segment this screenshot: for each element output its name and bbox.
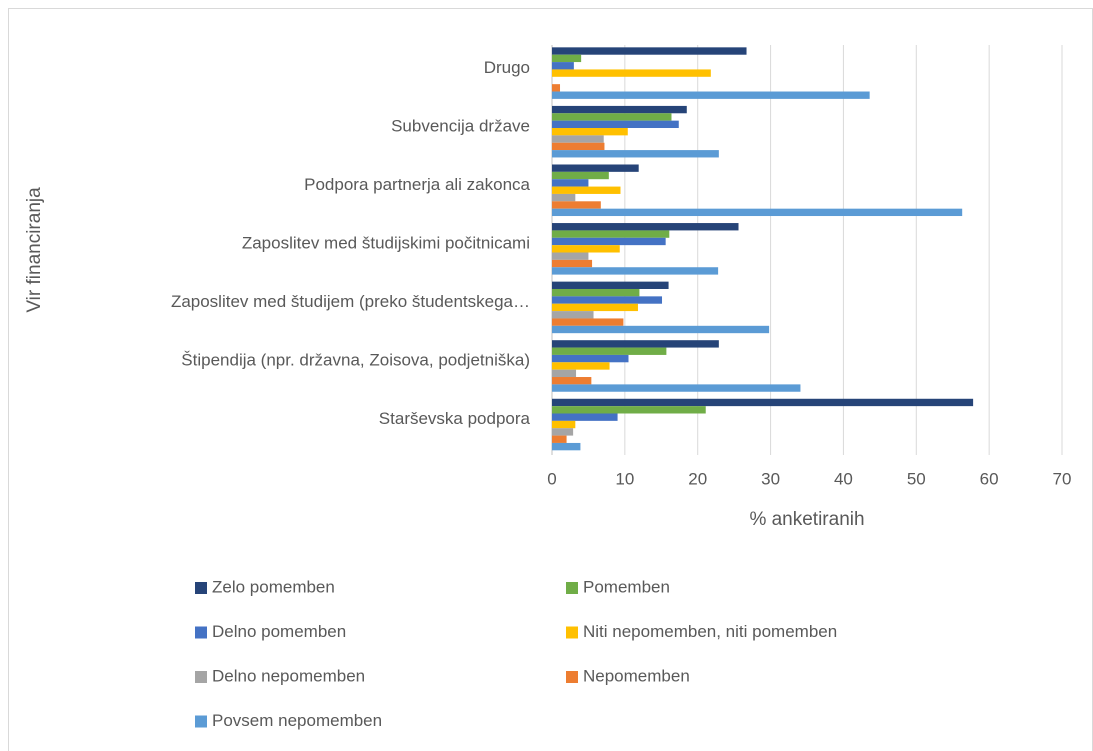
bar (552, 369, 577, 378)
y-tick-label: Zaposlitev med študijem (preko študentsk… (171, 292, 530, 311)
bar (552, 377, 592, 385)
x-tick-label: 10 (615, 469, 634, 488)
bar (552, 91, 870, 99)
bar (552, 208, 963, 217)
legend-swatch (195, 715, 207, 728)
bar (552, 186, 621, 194)
bar (552, 267, 719, 275)
bar (552, 223, 739, 231)
x-tick-label: 70 (1053, 469, 1072, 488)
bar (552, 303, 638, 312)
bar (552, 281, 669, 289)
bar (552, 428, 574, 436)
bar (552, 354, 629, 363)
legend-label: Pomemben (583, 577, 670, 596)
bar (552, 384, 801, 392)
bar (552, 230, 670, 238)
y-tick-label: Subvencija države (391, 116, 530, 135)
y-tick-label: Starševska podpora (379, 409, 531, 428)
bar (552, 340, 719, 348)
legend-swatch (195, 582, 207, 594)
legend-swatch (195, 626, 207, 639)
bar (552, 193, 576, 202)
legend-label: Povsem nepomemben (212, 711, 382, 730)
bar (552, 128, 628, 136)
x-tick-label: 50 (907, 469, 926, 488)
bar (552, 135, 604, 143)
bar (552, 362, 610, 370)
bar (552, 318, 624, 326)
bar (552, 347, 667, 355)
chart-border (8, 8, 1093, 751)
bar (552, 435, 567, 443)
y-tick-label: Drugo (484, 58, 530, 77)
bar (552, 406, 706, 414)
bar (552, 325, 770, 334)
bar (552, 120, 679, 129)
bar (552, 252, 589, 260)
x-tick-label: 40 (834, 469, 853, 488)
legend-label: Delno nepomemben (212, 666, 365, 685)
legend-label: Zelo pomemben (212, 577, 335, 596)
legend-label: Niti nepomemben, niti pomemben (583, 622, 837, 641)
bar (552, 150, 719, 158)
bar (552, 296, 663, 304)
bar (552, 113, 672, 121)
bar (552, 105, 687, 114)
y-tick-label: Štipendija (npr. državna, Zoisova, podje… (181, 351, 530, 370)
bar (552, 171, 609, 180)
bar (552, 54, 582, 63)
bar (552, 311, 594, 319)
x-tick-label: 60 (980, 469, 999, 488)
bar (552, 179, 589, 187)
legend-swatch (195, 671, 207, 683)
legend-swatch (566, 671, 578, 683)
bar (552, 288, 640, 297)
bar (552, 62, 574, 70)
bar (552, 201, 601, 209)
bar (552, 442, 581, 451)
bar (552, 69, 711, 77)
legend-label: Delno pomemben (212, 622, 346, 641)
x-tick-label: 20 (688, 469, 707, 488)
bar (552, 398, 974, 407)
bar (552, 259, 593, 268)
y-axis-title: Vir financiranja (24, 187, 45, 313)
y-tick-label: Zaposlitev med študijskimi počitnicami (242, 233, 530, 252)
bar (552, 245, 620, 253)
bar (552, 47, 747, 55)
legend-label: Nepomemben (583, 666, 690, 685)
bar (552, 237, 666, 246)
x-tick-label: 30 (761, 469, 780, 488)
bar (552, 420, 576, 429)
x-tick-label: 0 (547, 469, 556, 488)
legend-swatch (566, 582, 578, 594)
x-axis-title: % anketiranih (749, 509, 864, 530)
y-tick-label: Podpora partnerja ali zakonca (304, 175, 530, 194)
bar (552, 164, 639, 172)
bar (552, 142, 605, 151)
bar (552, 84, 561, 92)
legend-swatch (566, 626, 578, 639)
bar (552, 413, 618, 421)
